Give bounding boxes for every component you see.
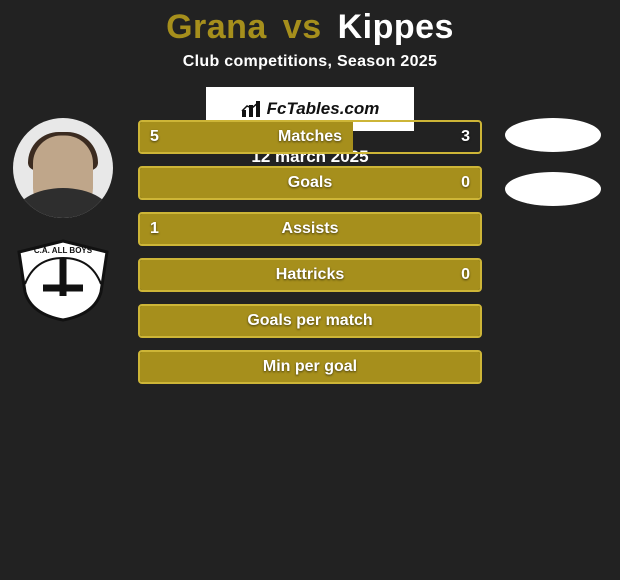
stat-row: Goals 0 xyxy=(138,166,482,200)
vs-text: vs xyxy=(283,8,322,46)
player1-shoulders xyxy=(13,188,113,218)
subtitle: Club competitions, Season 2025 xyxy=(0,53,620,71)
bar-label: Matches xyxy=(278,128,342,146)
bar-right-value: 0 xyxy=(461,266,470,284)
player1-name: Grana xyxy=(166,8,267,46)
bar-left-value: 5 xyxy=(150,128,159,146)
player2-name: Kippes xyxy=(338,8,454,46)
bar-left-value: 1 xyxy=(150,220,159,238)
left-column: C.A. ALL BOYS xyxy=(8,118,118,322)
brand-text: FcTables.com xyxy=(267,99,380,119)
bar-right-value: 0 xyxy=(461,174,470,192)
bar-label: Goals xyxy=(288,174,332,192)
bar-right-value: 3 xyxy=(461,128,470,146)
stat-row: Matches 5 3 xyxy=(138,120,482,154)
bar-label: Min per goal xyxy=(263,358,357,376)
player1-photo xyxy=(13,118,113,218)
player2-token-2 xyxy=(505,172,601,206)
bar-label: Hattricks xyxy=(276,266,344,284)
bar-label: Assists xyxy=(282,220,339,238)
stat-row: Hattricks 0 xyxy=(138,258,482,292)
bar-label: Goals per match xyxy=(247,312,372,330)
stat-row: Assists 1 xyxy=(138,212,482,246)
right-column xyxy=(498,118,608,206)
chart-icon xyxy=(241,100,261,118)
player2-token-1 xyxy=(505,118,601,152)
stats-bars: Matches 5 3 Goals 0 Assists 1 Hattricks 0 Goals p… xyxy=(138,120,482,396)
club-badge: C.A. ALL BOYS xyxy=(13,238,113,322)
club-name-text: C.A. ALL BOYS xyxy=(34,246,93,255)
stat-row: Min per goal xyxy=(138,350,482,384)
page-title: Grana vs Kippes xyxy=(0,0,620,47)
stat-row: Goals per match xyxy=(138,304,482,338)
